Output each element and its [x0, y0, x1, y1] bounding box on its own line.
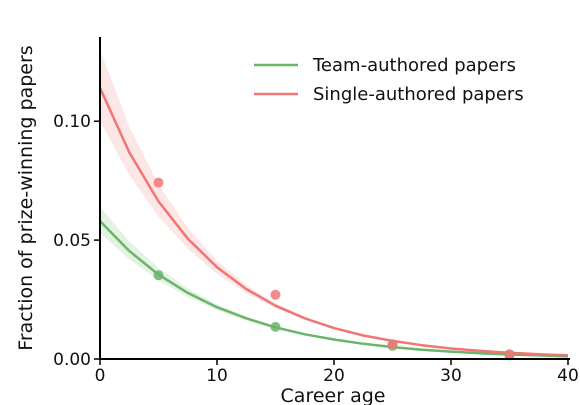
y-tick-label: 0.05	[53, 231, 91, 251]
x-tick-label: 40	[557, 366, 579, 386]
plot-area	[98, 49, 569, 361]
fit-line-team	[99, 220, 569, 358]
x-axis-label: Career age	[281, 385, 386, 405]
data-point-single	[387, 339, 398, 350]
x-tick-label: 0	[95, 366, 106, 386]
x-tick-label: 20	[323, 366, 345, 386]
legend-label-team: Team-authored papers	[312, 55, 516, 76]
x-axis-ticks: 0 10 20 30 40	[95, 359, 579, 386]
data-point-single	[153, 177, 164, 188]
y-tick-label: 0.00	[53, 350, 91, 370]
legend: Team-authored papers Single-authored pap…	[254, 55, 524, 105]
data-point-single	[504, 349, 515, 360]
fit-line-single	[98, 87, 569, 357]
x-tick-label: 10	[206, 366, 228, 386]
y-axis-label: Fraction of prize-winning papers	[15, 45, 37, 350]
x-tick-label: 30	[440, 366, 462, 386]
data-point-single	[270, 289, 281, 300]
data-point-team	[153, 270, 164, 281]
y-tick-label: 0.10	[53, 112, 91, 132]
legend-label-single: Single-authored papers	[313, 84, 524, 105]
y-axis-ticks: 0.00 0.05 0.10	[53, 112, 100, 370]
data-point-team	[270, 321, 281, 332]
